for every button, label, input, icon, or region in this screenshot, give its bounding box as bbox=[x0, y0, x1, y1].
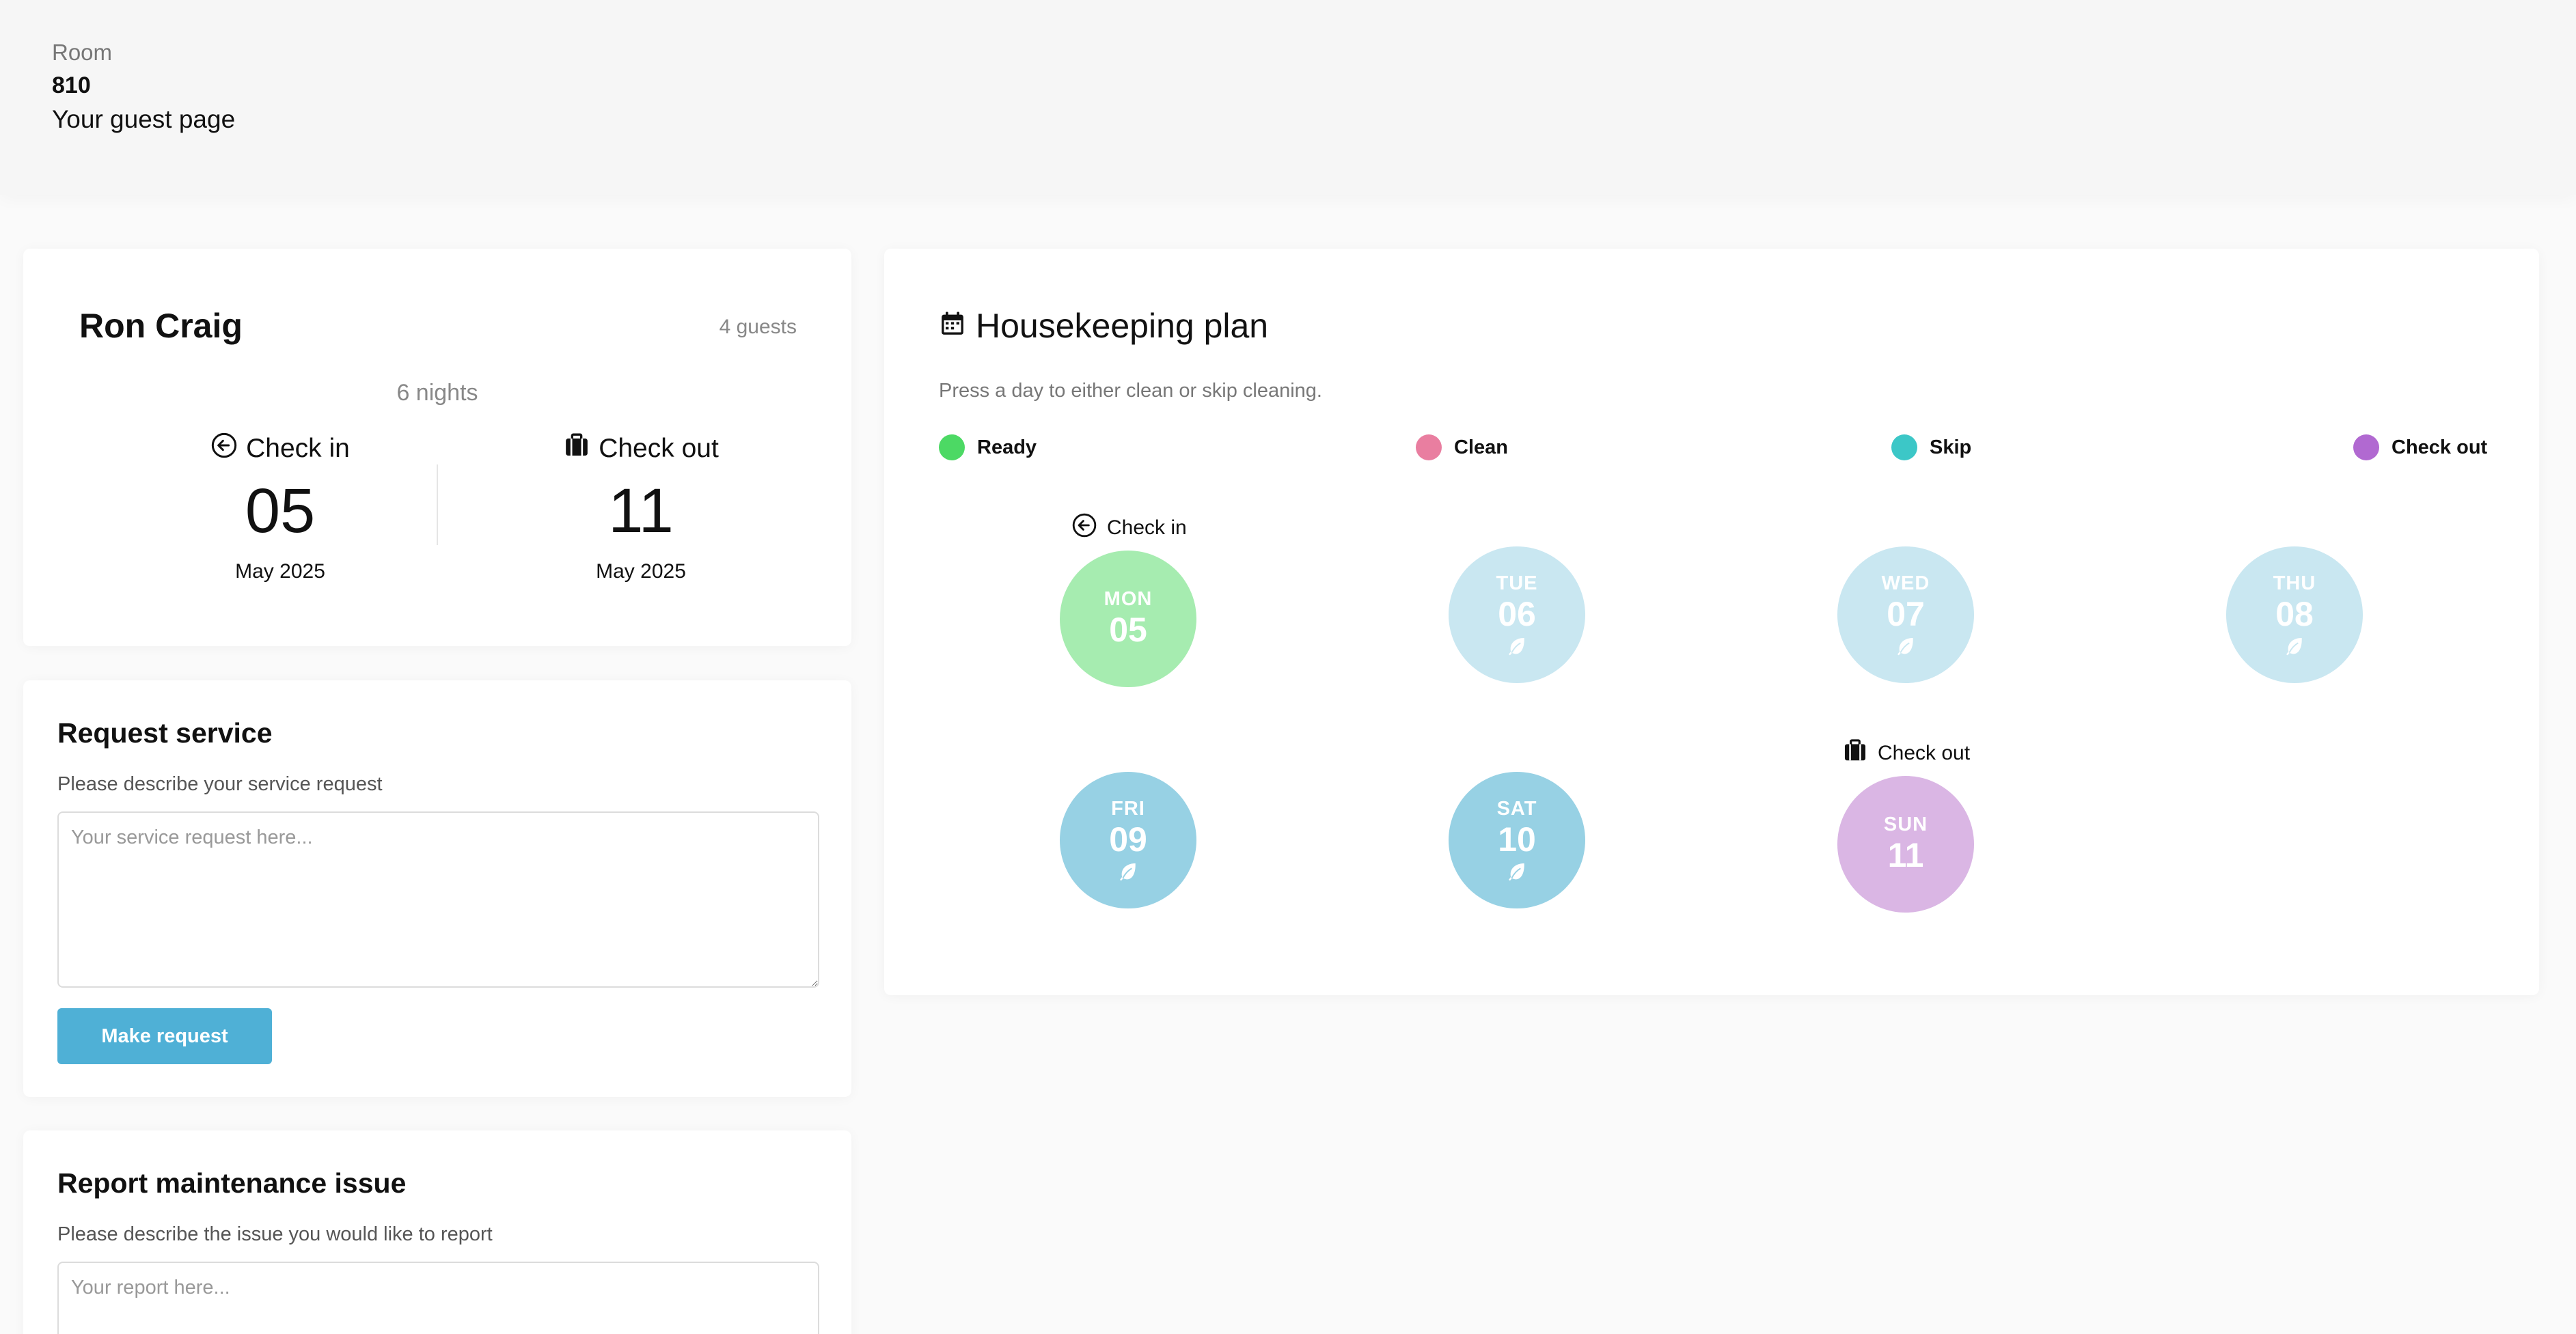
housekeeping-title: Housekeeping plan bbox=[939, 306, 1268, 346]
leaf-icon bbox=[1117, 861, 1139, 883]
guest-name: Ron Craig bbox=[79, 307, 243, 345]
check-out-month: May 2025 bbox=[596, 560, 686, 583]
page-header: Room 810 Your guest page bbox=[0, 0, 2576, 195]
legend-ready: Ready bbox=[939, 434, 1037, 460]
day-circle-thu[interactable]: THU 08 bbox=[2226, 546, 2363, 683]
day-of-week: THU bbox=[2273, 572, 2316, 594]
day-number: 09 bbox=[1109, 820, 1147, 859]
maintenance-report-input[interactable] bbox=[57, 1262, 819, 1334]
day-circle-mon[interactable]: MON 05 bbox=[1060, 551, 1196, 687]
legend-label: Skip bbox=[1930, 436, 1972, 458]
request-service-title: Request service bbox=[57, 717, 273, 749]
check-in-tag: Check in bbox=[1071, 512, 1187, 544]
guest-stay-card: Ron Craig 4 guests 6 nights Check in 05 … bbox=[23, 249, 851, 646]
room-number: 810 bbox=[52, 72, 91, 98]
maintenance-card: Report maintenance issue Please describe… bbox=[23, 1130, 851, 1334]
day-of-week: SAT bbox=[1496, 797, 1537, 820]
day-of-week: SUN bbox=[1883, 813, 1928, 835]
day-number: 06 bbox=[1498, 594, 1536, 633]
day-circle-sat[interactable]: SAT 10 bbox=[1449, 772, 1585, 908]
legend-clean: Clean bbox=[1416, 434, 1508, 460]
check-out-tag: Check out bbox=[1842, 738, 1970, 769]
day-circle-sun[interactable]: SUN 11 bbox=[1837, 776, 1974, 913]
day-circle-wed[interactable]: WED 07 bbox=[1837, 546, 1974, 683]
day-number: 11 bbox=[1887, 835, 1924, 874]
day-of-week: TUE bbox=[1496, 572, 1538, 594]
day-of-week: MON bbox=[1104, 587, 1153, 610]
day-number: 05 bbox=[1109, 610, 1147, 649]
day-number: 08 bbox=[2275, 594, 2314, 633]
legend-label: Ready bbox=[977, 436, 1037, 458]
check-in-block: Check in 05 May 2025 bbox=[143, 432, 417, 583]
legend-label: Clean bbox=[1454, 436, 1508, 458]
request-service-description: Please describe your service request bbox=[57, 773, 383, 795]
service-request-input[interactable] bbox=[57, 811, 819, 988]
leaf-icon bbox=[1506, 635, 1528, 657]
legend-dot bbox=[939, 434, 965, 460]
room-label: Room bbox=[52, 40, 113, 65]
page-title: Your guest page bbox=[52, 105, 236, 133]
legend-skip: Skip bbox=[1891, 434, 1971, 460]
guest-count: 4 guests bbox=[719, 316, 797, 338]
calendar-icon bbox=[939, 306, 966, 346]
check-out-block: Check out 11 May 2025 bbox=[504, 432, 778, 583]
legend-dot bbox=[1416, 434, 1442, 460]
arrow-left-circle-icon bbox=[1071, 512, 1097, 544]
check-in-day: 05 bbox=[245, 476, 316, 546]
day-of-week: WED bbox=[1881, 572, 1930, 594]
day-circle-fri[interactable]: FRI 09 bbox=[1060, 772, 1196, 908]
leaf-icon bbox=[2284, 635, 2305, 657]
housekeeping-instructions: Press a day to either clean or skip clea… bbox=[939, 380, 1322, 402]
check-out-tag-label: Check out bbox=[1878, 742, 1971, 764]
check-out-label: Check out bbox=[599, 434, 719, 463]
day-circle-tue[interactable]: TUE 06 bbox=[1449, 546, 1585, 683]
check-in-month: May 2025 bbox=[235, 560, 325, 583]
legend-check-out: Check out bbox=[2353, 434, 2487, 460]
make-request-button[interactable]: Make request bbox=[57, 1008, 272, 1064]
leaf-icon bbox=[1506, 861, 1528, 883]
check-in-tag-label: Check in bbox=[1107, 516, 1187, 539]
housekeeping-title-text: Housekeeping plan bbox=[976, 307, 1269, 345]
maintenance-title: Report maintenance issue bbox=[57, 1167, 407, 1199]
day-number: 10 bbox=[1498, 820, 1536, 859]
legend-dot bbox=[2353, 434, 2379, 460]
arrow-left-circle-icon bbox=[210, 432, 238, 466]
check-out-day: 11 bbox=[608, 476, 674, 546]
housekeeping-card: Housekeeping plan Press a day to either … bbox=[884, 249, 2539, 995]
legend-label: Check out bbox=[2392, 436, 2488, 458]
suitcase-icon bbox=[1842, 738, 1868, 769]
request-service-card: Request service Please describe your ser… bbox=[23, 680, 851, 1097]
day-number: 07 bbox=[1887, 594, 1925, 633]
day-of-week: FRI bbox=[1111, 797, 1145, 820]
suitcase-icon bbox=[563, 432, 590, 466]
maintenance-description: Please describe the issue you would like… bbox=[57, 1223, 493, 1245]
check-in-label: Check in bbox=[246, 434, 350, 463]
leaf-icon bbox=[1895, 635, 1917, 657]
divider bbox=[437, 464, 438, 545]
nights-count: 6 nights bbox=[396, 380, 478, 406]
legend-dot bbox=[1891, 434, 1917, 460]
